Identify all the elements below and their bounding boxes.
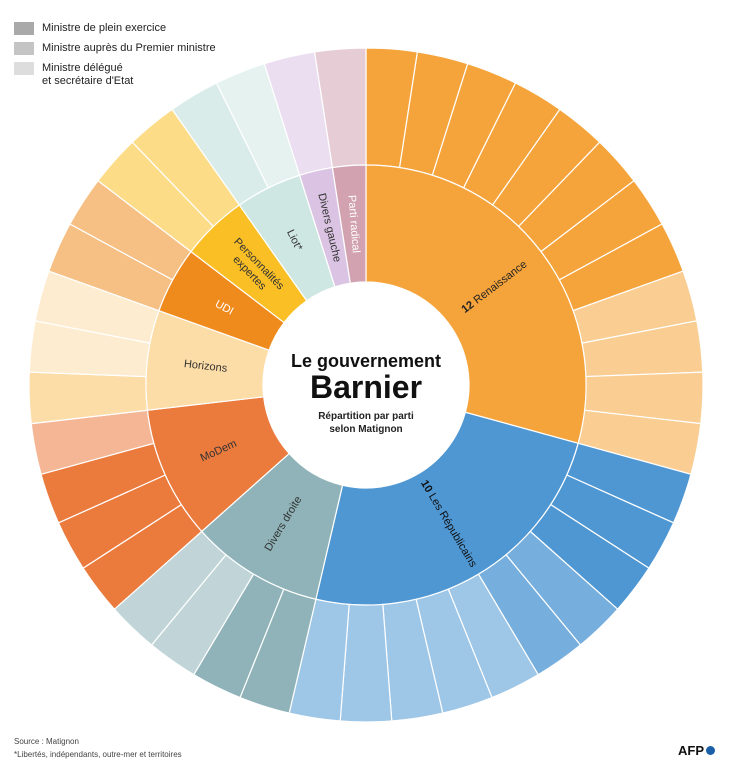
center-subtitle-2: selon Matignon [329, 424, 402, 435]
party-label-horizons: Horizons [183, 358, 228, 375]
legend-swatch [14, 62, 34, 75]
footnote: *Libertés, indépendants, outre-mer et te… [14, 750, 182, 759]
center-title-main: Barnier [310, 369, 422, 405]
outer-ring [28, 47, 704, 723]
legend-swatch [14, 22, 34, 35]
source-note: Source : Matignon [14, 737, 79, 746]
afp-logo-text: AFP [678, 743, 704, 758]
legend-label: Ministre délégué et secrétaire d'Etat [42, 62, 134, 87]
inner-ring [145, 164, 587, 606]
legend-item-plein-exercice: Ministre de plein exercice [14, 22, 216, 35]
center-subtitle-1: Répartition par parti [318, 411, 414, 422]
legend-label: Ministre de plein exercice [42, 22, 167, 34]
legend-swatch [14, 42, 34, 55]
party-label-parti-radical: Parti radical [346, 195, 362, 254]
legend-label: Ministre auprès du Premier ministre [42, 42, 216, 54]
legend: Ministre de plein exercice Ministre aupr… [14, 22, 216, 95]
afp-dot-icon [706, 746, 715, 755]
legend-item-delegue: Ministre délégué et secrétaire d'Etat [14, 62, 216, 88]
center-disc [263, 282, 469, 488]
center-title: Le gouvernement [291, 351, 441, 371]
afp-logo: AFP [678, 743, 715, 758]
legend-item-aupres-pm: Ministre auprès du Premier ministre [14, 42, 216, 55]
